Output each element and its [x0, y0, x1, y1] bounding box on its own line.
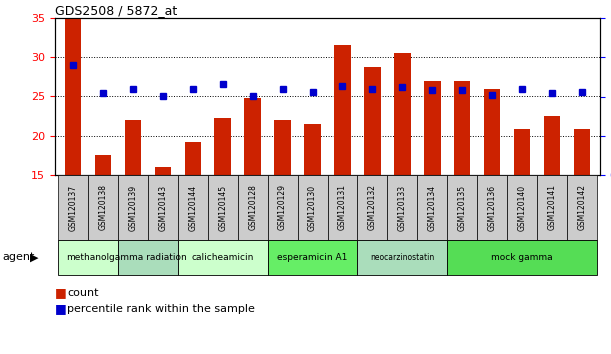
Bar — [327, 175, 357, 240]
Text: GSM120138: GSM120138 — [98, 184, 108, 230]
Text: GSM120141: GSM120141 — [547, 184, 557, 230]
Text: ■: ■ — [55, 286, 67, 299]
Bar — [58, 175, 88, 240]
Bar — [58, 240, 118, 275]
Bar — [447, 175, 477, 240]
Bar — [95, 155, 111, 175]
Text: GSM120134: GSM120134 — [428, 184, 437, 230]
Bar — [364, 67, 381, 175]
Bar — [178, 240, 268, 275]
Bar — [447, 240, 597, 275]
Bar — [514, 130, 530, 175]
Text: GSM120130: GSM120130 — [308, 184, 317, 230]
Text: gamma radiation: gamma radiation — [109, 253, 187, 262]
Bar — [118, 175, 148, 240]
Text: GSM120144: GSM120144 — [188, 184, 197, 230]
Bar — [484, 88, 500, 175]
Text: GSM120131: GSM120131 — [338, 184, 347, 230]
Text: neocarzinostatin: neocarzinostatin — [370, 253, 434, 262]
Bar — [387, 175, 417, 240]
Text: agent: agent — [2, 252, 34, 263]
Bar — [268, 175, 298, 240]
Text: ▶: ▶ — [30, 252, 38, 263]
Bar — [507, 175, 537, 240]
Text: GSM120139: GSM120139 — [128, 184, 137, 230]
Text: esperamicin A1: esperamicin A1 — [277, 253, 348, 262]
Text: mock gamma: mock gamma — [491, 253, 553, 262]
Text: calicheamicin: calicheamicin — [191, 253, 254, 262]
Bar — [178, 175, 208, 240]
Bar — [567, 175, 597, 240]
Bar — [394, 53, 411, 175]
Text: GSM120140: GSM120140 — [518, 184, 527, 230]
Bar — [155, 167, 171, 175]
Bar — [208, 175, 238, 240]
Text: percentile rank within the sample: percentile rank within the sample — [67, 304, 255, 314]
Bar — [214, 119, 231, 175]
Bar — [477, 175, 507, 240]
Text: GSM120142: GSM120142 — [577, 184, 587, 230]
Bar — [88, 175, 118, 240]
Bar — [424, 81, 441, 175]
Bar — [357, 175, 387, 240]
Bar — [574, 130, 590, 175]
Bar — [125, 120, 141, 175]
Bar — [118, 240, 178, 275]
Text: GSM120143: GSM120143 — [158, 184, 167, 230]
Text: GSM120128: GSM120128 — [248, 184, 257, 230]
Text: GSM120129: GSM120129 — [278, 184, 287, 230]
Bar — [544, 116, 560, 175]
Bar — [268, 240, 357, 275]
Bar — [148, 175, 178, 240]
Bar — [238, 175, 268, 240]
Bar — [65, 18, 81, 175]
Bar — [185, 142, 201, 175]
Bar — [357, 240, 447, 275]
Bar — [298, 175, 327, 240]
Bar — [244, 98, 261, 175]
Text: count: count — [67, 288, 98, 298]
Bar — [304, 124, 321, 175]
Text: GDS2508 / 5872_at: GDS2508 / 5872_at — [55, 4, 177, 17]
Text: methanol: methanol — [67, 253, 109, 262]
Text: GSM120137: GSM120137 — [68, 184, 78, 230]
Text: GSM120136: GSM120136 — [488, 184, 497, 230]
Bar — [274, 120, 291, 175]
Bar — [537, 175, 567, 240]
Text: GSM120133: GSM120133 — [398, 184, 407, 230]
Bar — [334, 45, 351, 175]
Text: GSM120132: GSM120132 — [368, 184, 377, 230]
Bar — [454, 81, 470, 175]
Text: GSM120145: GSM120145 — [218, 184, 227, 230]
Text: ■: ■ — [55, 303, 67, 315]
Bar — [417, 175, 447, 240]
Text: GSM120135: GSM120135 — [458, 184, 467, 230]
